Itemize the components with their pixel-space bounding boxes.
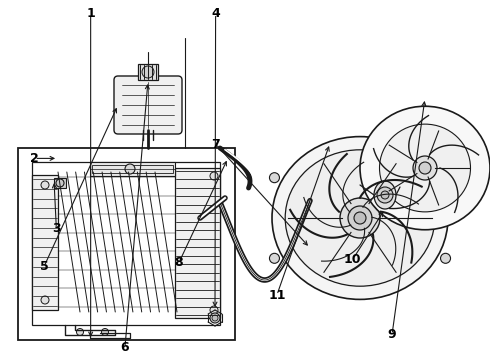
Circle shape bbox=[354, 212, 366, 224]
Text: 2: 2 bbox=[30, 152, 39, 165]
Bar bbox=[138, 64, 158, 80]
Circle shape bbox=[76, 328, 83, 336]
Circle shape bbox=[41, 181, 49, 189]
Bar bbox=[32, 162, 220, 325]
Circle shape bbox=[340, 198, 380, 238]
Circle shape bbox=[41, 296, 49, 304]
Circle shape bbox=[419, 162, 431, 174]
Bar bbox=[90, 162, 175, 176]
Text: 8: 8 bbox=[174, 256, 183, 269]
Circle shape bbox=[125, 164, 135, 174]
Bar bbox=[18, 148, 235, 340]
Text: 1: 1 bbox=[86, 7, 95, 20]
Ellipse shape bbox=[285, 150, 435, 286]
Text: 11: 11 bbox=[268, 289, 286, 302]
Bar bbox=[175, 168, 220, 318]
Circle shape bbox=[210, 306, 218, 314]
Circle shape bbox=[212, 315, 218, 321]
Ellipse shape bbox=[360, 106, 490, 230]
Circle shape bbox=[413, 156, 437, 180]
Circle shape bbox=[381, 191, 389, 199]
Ellipse shape bbox=[374, 181, 396, 209]
Text: 5: 5 bbox=[40, 260, 49, 273]
Bar bbox=[92, 165, 173, 173]
Text: 9: 9 bbox=[388, 328, 396, 341]
Ellipse shape bbox=[379, 124, 470, 212]
Circle shape bbox=[270, 253, 279, 263]
Text: 10: 10 bbox=[344, 253, 362, 266]
Circle shape bbox=[101, 328, 108, 336]
Text: 6: 6 bbox=[121, 341, 129, 354]
Text: 3: 3 bbox=[52, 222, 61, 235]
Bar bbox=[32, 175, 58, 310]
Text: 7: 7 bbox=[211, 138, 220, 150]
Circle shape bbox=[441, 253, 450, 263]
Circle shape bbox=[56, 179, 64, 187]
Circle shape bbox=[210, 313, 220, 323]
Circle shape bbox=[270, 173, 279, 183]
Bar bbox=[54, 178, 66, 188]
Circle shape bbox=[142, 66, 154, 78]
FancyBboxPatch shape bbox=[114, 76, 182, 134]
Ellipse shape bbox=[272, 136, 448, 300]
Circle shape bbox=[377, 187, 393, 203]
Circle shape bbox=[441, 173, 450, 183]
Circle shape bbox=[348, 206, 372, 230]
Circle shape bbox=[210, 172, 218, 180]
Text: 4: 4 bbox=[211, 7, 220, 20]
